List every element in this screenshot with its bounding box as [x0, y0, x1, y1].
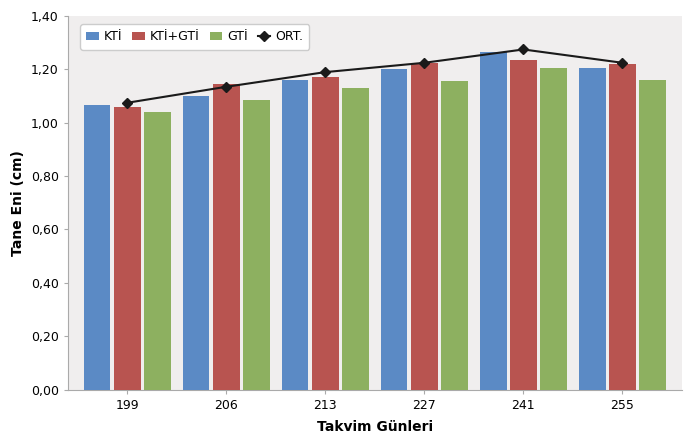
Bar	[541, 68, 567, 389]
Y-axis label: Tane Eni (cm): Tane Eni (cm)	[11, 150, 25, 256]
Bar	[639, 80, 666, 389]
Bar	[183, 96, 209, 389]
Bar	[114, 107, 141, 389]
Bar	[609, 64, 635, 389]
Line: ORT.: ORT.	[123, 46, 626, 106]
Bar	[441, 81, 468, 389]
Bar	[144, 112, 170, 389]
Bar	[281, 80, 308, 389]
Bar	[480, 52, 507, 389]
Bar	[579, 68, 606, 389]
ORT.	[618, 60, 626, 65]
Bar	[243, 100, 270, 389]
ORT.	[420, 60, 428, 65]
Bar	[312, 77, 339, 389]
Bar	[411, 63, 438, 389]
Bar	[213, 84, 240, 389]
ORT.	[321, 69, 329, 75]
Bar	[342, 88, 369, 389]
Legend: KTİ, KTİ+GTİ, GTİ, ORT.: KTİ, KTİ+GTİ, GTİ, ORT.	[80, 24, 310, 50]
Bar	[84, 105, 110, 389]
Bar	[510, 60, 537, 389]
ORT.	[519, 47, 527, 52]
ORT.	[222, 84, 230, 89]
ORT.	[123, 100, 131, 105]
X-axis label: Takvim Günleri: Takvim Günleri	[317, 420, 433, 434]
Bar	[380, 69, 407, 389]
